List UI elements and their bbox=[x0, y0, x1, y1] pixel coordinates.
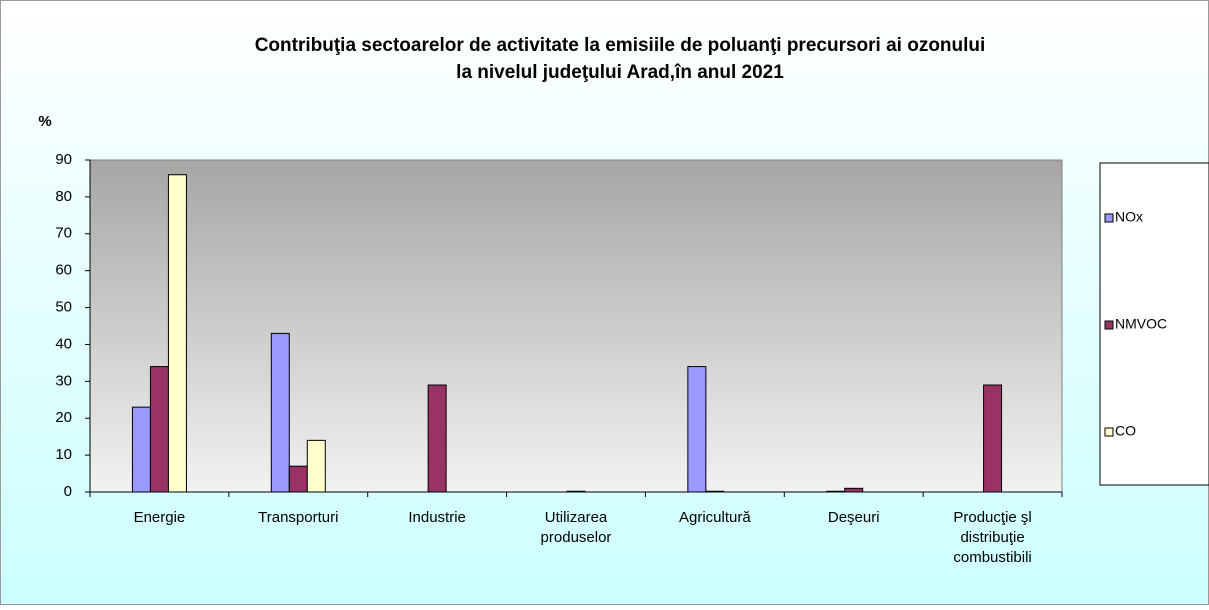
bar bbox=[149, 366, 169, 493]
plot-area bbox=[89, 159, 1063, 493]
bar bbox=[983, 384, 1003, 493]
y-tick-label: 50 bbox=[55, 299, 72, 316]
bar bbox=[427, 384, 447, 493]
bar bbox=[131, 406, 151, 493]
y-tick-label: 0 bbox=[64, 483, 72, 500]
x-tick-label: Energie bbox=[134, 509, 186, 526]
x-tick-label: Transporturi bbox=[258, 509, 338, 526]
legend-swatch bbox=[1104, 427, 1114, 437]
legend-swatch bbox=[1104, 320, 1114, 330]
bar bbox=[288, 465, 308, 493]
legend-label: NOx bbox=[1115, 209, 1143, 225]
y-tick-label: 40 bbox=[55, 335, 72, 352]
x-tick-label: Producţie şl distribuţie combustibili bbox=[953, 509, 1031, 566]
bar bbox=[167, 174, 187, 493]
bar bbox=[306, 439, 326, 493]
bar bbox=[566, 490, 586, 493]
chart-title: Contribuţia sectoarelor de activitate la… bbox=[255, 35, 986, 56]
x-tick-label: Industrie bbox=[408, 509, 466, 526]
y-tick-label: 20 bbox=[55, 409, 72, 426]
x-tick-label: Agricultură bbox=[679, 509, 751, 526]
legend bbox=[1099, 162, 1209, 486]
y-axis-label: % bbox=[38, 113, 51, 130]
legend-label: CO bbox=[1115, 423, 1136, 439]
bar bbox=[705, 490, 725, 493]
x-tick-label: Utilizarea produselor bbox=[541, 509, 612, 546]
chart-title: la nivelul judeţului Arad,în anul 2021 bbox=[456, 62, 784, 83]
bar bbox=[270, 332, 290, 493]
y-tick-label: 70 bbox=[55, 225, 72, 242]
bar bbox=[826, 490, 846, 493]
y-tick-label: 90 bbox=[55, 151, 72, 168]
bar bbox=[687, 366, 707, 493]
y-tick-label: 30 bbox=[55, 372, 72, 389]
y-tick-label: 60 bbox=[55, 262, 72, 279]
y-tick-label: 10 bbox=[55, 446, 72, 463]
y-tick-label: 80 bbox=[55, 188, 72, 205]
x-tick-label: Deşeuri bbox=[828, 509, 880, 526]
bar bbox=[844, 487, 864, 493]
legend-label: NMVOC bbox=[1115, 316, 1167, 332]
legend-swatch bbox=[1104, 213, 1114, 223]
